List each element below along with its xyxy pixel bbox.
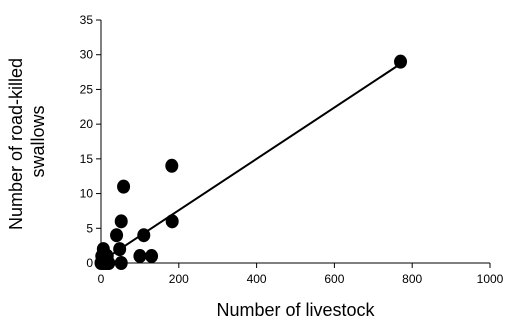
data-point — [114, 256, 128, 270]
axes — [100, 20, 490, 264]
data-point — [113, 242, 127, 257]
y-tick-label: 25 — [80, 82, 94, 96]
data-point — [117, 179, 131, 194]
y-tick-label: 10 — [80, 187, 94, 201]
x-axis-title: Number of livestock — [216, 300, 375, 320]
x-tick-label: 200 — [169, 272, 189, 286]
data-point — [102, 256, 116, 270]
data-point — [394, 54, 408, 69]
y-tick-label: 35 — [80, 13, 94, 27]
y-tick-label: 30 — [80, 48, 94, 62]
data-point — [137, 228, 151, 243]
x-tick-label: 0 — [98, 272, 105, 286]
data-point — [133, 249, 147, 264]
data-point — [165, 214, 179, 229]
y-ticks: 0 5 10 15 20 25 30 35 — [80, 13, 101, 270]
data-point — [165, 158, 179, 173]
y-axis-title: Number of road-killed swallows — [6, 53, 48, 230]
data-points — [94, 54, 408, 270]
y-tick-label: 0 — [86, 256, 93, 270]
data-point — [114, 214, 128, 229]
x-tick-label: 600 — [324, 272, 344, 286]
data-point — [145, 249, 159, 264]
y-tick-label: 15 — [80, 152, 94, 166]
x-tick-label: 400 — [247, 272, 267, 286]
x-tick-label: 800 — [402, 272, 422, 286]
y-axis-title-line-2: swallows — [28, 105, 48, 177]
y-tick-label: 5 — [86, 221, 93, 235]
x-tick-label: 1000 — [477, 272, 504, 286]
y-axis-title-line-1: Number of road-killed — [6, 58, 26, 230]
data-point — [110, 228, 124, 243]
x-ticks: 0 200 400 600 800 1000 — [98, 263, 504, 286]
y-tick-label: 20 — [80, 117, 94, 131]
trend-line — [100, 64, 400, 263]
